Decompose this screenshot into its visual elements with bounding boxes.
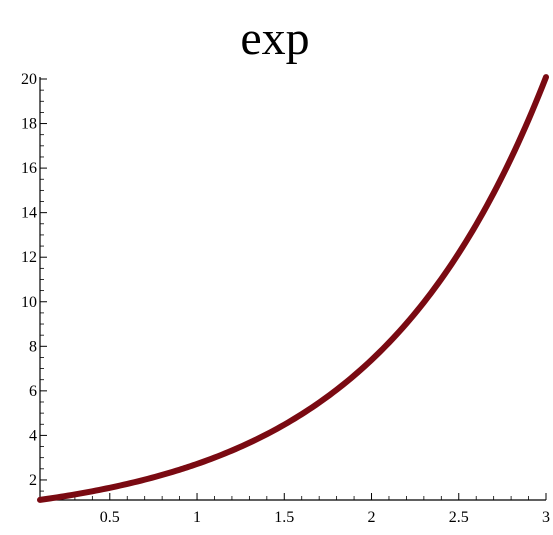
y-tick-label: 16 [21,160,37,177]
y-tick-label: 4 [29,427,37,444]
x-tick-label: 2.5 [449,509,469,526]
y-tick-label: 8 [29,338,37,355]
y-tick-label: 6 [29,383,37,400]
y-tick-label: 18 [21,116,37,133]
axes: 0.5 1 1.5 2 2.5 3 2 4 6 8 10 12 14 16 18 20 [21,71,550,526]
x-tick-label: 2 [368,509,376,526]
x-tick-label: 3 [542,509,550,526]
x-tick-label: 1.5 [274,509,294,526]
x-tick-label: 1 [193,509,201,526]
y-tick-label: 20 [21,71,37,88]
x-tick-label: 0.5 [100,509,120,526]
exp-curve [37,74,549,503]
chart-title: exp [240,12,309,65]
y-tick-label: 2 [29,472,37,489]
y-tick-label: 14 [21,205,37,222]
series-group [37,74,549,503]
y-tick-label: 12 [21,249,37,266]
y-tick-label: 10 [21,294,37,311]
